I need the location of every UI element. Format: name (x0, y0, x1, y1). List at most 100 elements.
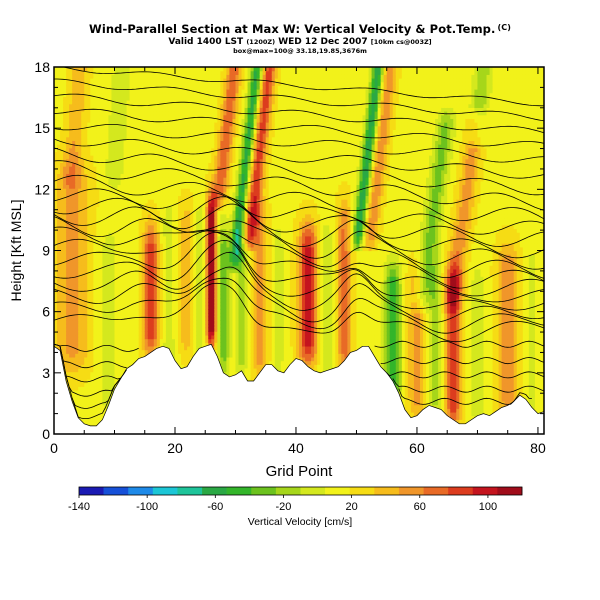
heat-cell (162, 323, 167, 329)
heat-cell (66, 140, 70, 145)
heat-cell (120, 180, 125, 186)
heat-cell (138, 327, 143, 332)
heat-cell (117, 349, 122, 354)
heat-cell (156, 312, 161, 318)
heat-cell (78, 151, 82, 156)
heat-cell (120, 228, 125, 233)
heat-cell (123, 356, 128, 362)
heat-cell (75, 232, 79, 237)
heat-cell (57, 228, 61, 233)
heat-cell (63, 334, 67, 340)
heat-cell (72, 235, 76, 241)
heat-cell (72, 177, 76, 182)
heat-cell (72, 272, 76, 277)
heat-cell (153, 81, 158, 86)
heat-cell (141, 195, 146, 200)
heat-cell (126, 246, 131, 252)
heat-cell (105, 279, 110, 285)
heat-cell (135, 257, 140, 263)
heat-cell (81, 382, 85, 387)
heat-cell (63, 338, 67, 343)
heat-cell (78, 184, 82, 189)
heat-cell (90, 349, 94, 354)
heat-cell (144, 327, 149, 332)
heat-cell (84, 301, 88, 307)
heat-cell (156, 202, 161, 208)
heat-cell (72, 158, 76, 164)
heat-cell (159, 301, 164, 307)
heat-cell (156, 294, 161, 299)
heat-cell (99, 235, 103, 241)
heat-cell (84, 122, 88, 127)
heat-cell (171, 246, 176, 252)
heat-cell (165, 287, 170, 292)
heat-cell (93, 184, 97, 189)
heat-cell (60, 232, 64, 237)
heat-cell (78, 133, 82, 138)
heat-cell (147, 305, 152, 310)
heat-cell (162, 250, 167, 255)
heat-cell (141, 122, 146, 127)
heat-cell (102, 122, 107, 127)
heat-cell (63, 129, 67, 134)
heat-cell (168, 129, 173, 134)
heat-cell (114, 353, 119, 358)
heat-cell (117, 221, 122, 226)
heat-cell (105, 191, 110, 197)
heat-cell (81, 100, 85, 105)
heat-cell (117, 129, 122, 134)
heat-cell (141, 151, 146, 156)
heat-cell (81, 140, 85, 145)
heat-cell (153, 155, 158, 160)
heat-cell (84, 78, 88, 83)
heat-cell (87, 96, 91, 101)
heat-cell (171, 309, 176, 314)
heat-cell (111, 323, 116, 329)
heat-cell (57, 279, 61, 285)
heat-cell (66, 272, 70, 277)
heat-cell (120, 147, 125, 153)
heat-cell (162, 276, 167, 281)
heat-cell (105, 155, 110, 160)
heat-cell (108, 210, 113, 215)
heat-cell (126, 276, 131, 281)
heat-cell (111, 199, 116, 204)
heat-cell (69, 67, 73, 72)
heat-cell (54, 188, 58, 193)
heat-cell (75, 89, 79, 94)
heat-cell (78, 353, 82, 358)
heat-cell (69, 169, 73, 175)
chart-subtitle-2: box@max=100@ 33.18,19.85,3676m (233, 47, 367, 55)
heat-cell (174, 180, 179, 186)
heat-cell (144, 257, 149, 263)
heat-cell (99, 404, 103, 409)
heat-cell (105, 393, 110, 398)
heat-cell (126, 294, 131, 299)
heat-cell (108, 254, 113, 259)
heat-cell (81, 224, 85, 230)
heat-cell (96, 290, 100, 296)
heat-cell (90, 254, 94, 259)
heat-cell (75, 166, 79, 171)
heat-cell (156, 147, 161, 153)
heat-cell (123, 111, 128, 116)
heat-cell (75, 290, 79, 296)
heat-cell (147, 118, 152, 123)
heat-cell (63, 243, 67, 248)
heat-cell (153, 169, 158, 175)
heat-cell (90, 210, 94, 215)
heat-cell (165, 169, 170, 175)
heat-cell (162, 301, 167, 307)
heat-cell (66, 96, 70, 101)
heat-cell (129, 279, 134, 285)
heat-cell (123, 92, 128, 97)
heat-cell (96, 221, 100, 226)
heat-cell (135, 224, 140, 230)
heat-cell (102, 162, 107, 167)
heat-cell (129, 147, 134, 153)
heat-cell (162, 162, 167, 167)
heat-cell (132, 180, 137, 186)
heat-cell (96, 320, 100, 325)
heat-cell (162, 78, 167, 83)
heat-cell (171, 217, 176, 222)
